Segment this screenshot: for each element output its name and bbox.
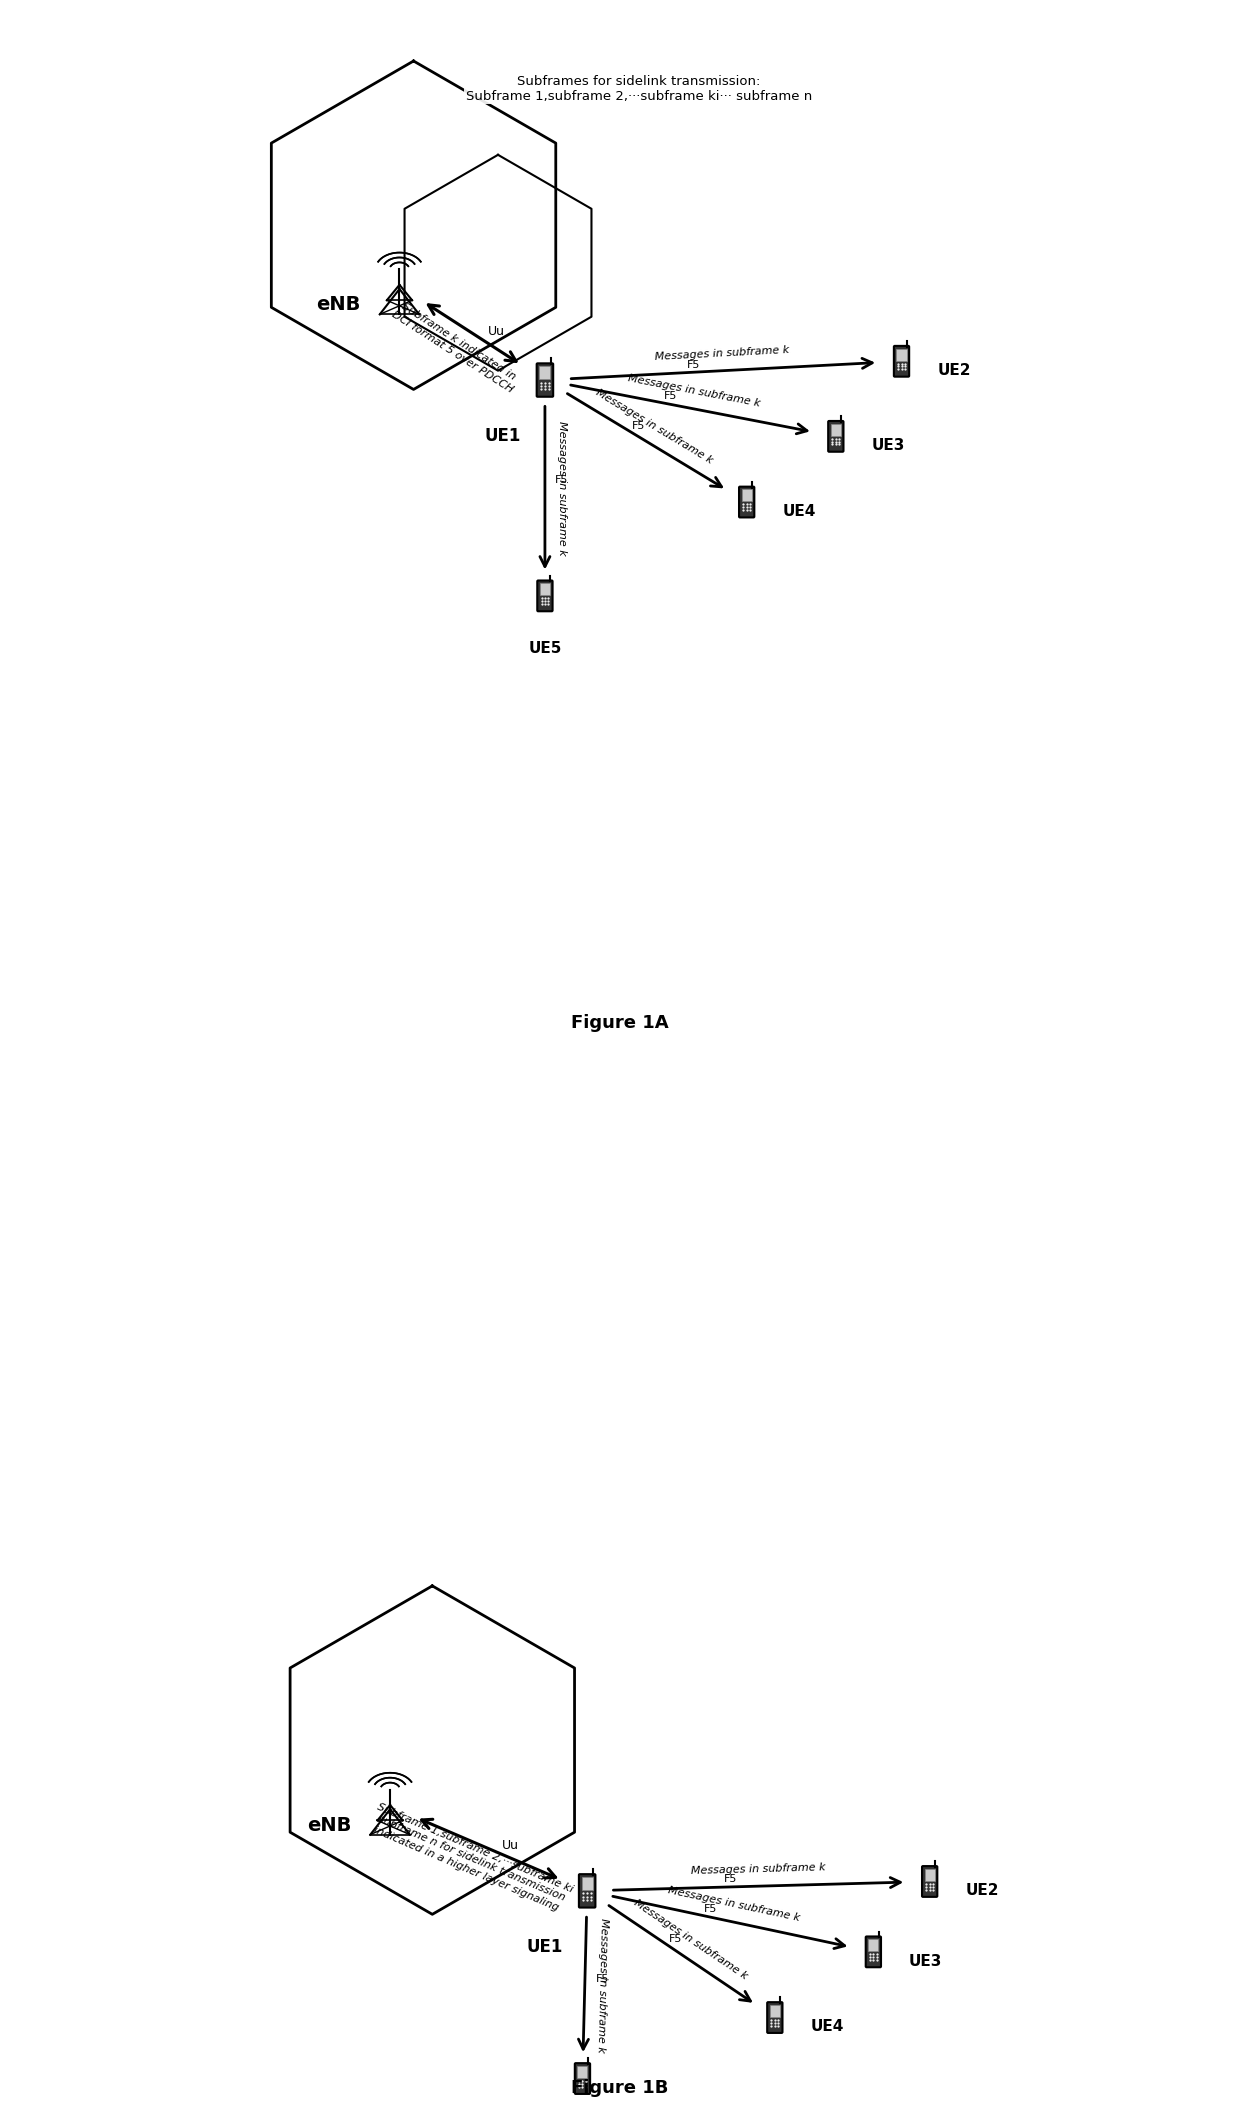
Text: Uu: Uu — [502, 1839, 518, 1852]
Text: Subframe 1,subframe 2,···subframe ki
subframe n for sidelink transmission
indica: Subframe 1,subframe 2,···subframe ki sub… — [367, 1801, 575, 1915]
Text: Subframes for sidelink transmission:
Subframe 1,subframe 2,···subframe ki··· sub: Subframes for sidelink transmission: Sub… — [466, 76, 812, 103]
Text: Messages in subframe k: Messages in subframe k — [594, 387, 715, 465]
FancyBboxPatch shape — [579, 1875, 595, 1909]
FancyBboxPatch shape — [537, 364, 553, 397]
Text: Messages in subframe k: Messages in subframe k — [626, 374, 761, 410]
Text: F5: F5 — [595, 1974, 609, 1984]
Bar — [539, 366, 551, 380]
FancyBboxPatch shape — [866, 1936, 880, 1967]
Bar — [831, 425, 841, 435]
Bar — [582, 1877, 593, 1890]
Text: Figure 1B: Figure 1B — [572, 2079, 668, 2098]
Text: UE1: UE1 — [527, 1938, 563, 1955]
Text: Messages in subframe k: Messages in subframe k — [691, 1862, 826, 1875]
FancyBboxPatch shape — [537, 580, 553, 612]
Text: UE2: UE2 — [965, 1883, 999, 1898]
Text: Messages in subframe k: Messages in subframe k — [632, 1898, 749, 1982]
Bar — [925, 1869, 935, 1881]
Text: UE5: UE5 — [528, 641, 562, 656]
Text: F5: F5 — [556, 475, 568, 486]
Text: UE3: UE3 — [909, 1953, 942, 1970]
Text: F5: F5 — [687, 359, 701, 370]
Text: F5: F5 — [704, 1904, 718, 1915]
FancyBboxPatch shape — [894, 347, 909, 376]
Text: F5: F5 — [631, 420, 645, 431]
FancyBboxPatch shape — [575, 2064, 590, 2094]
Text: eNB: eNB — [316, 296, 361, 315]
Text: UE4: UE4 — [811, 2020, 844, 2035]
Text: Messages in subframe k: Messages in subframe k — [667, 1885, 801, 1923]
Bar — [539, 582, 551, 595]
Text: UE2: UE2 — [937, 364, 971, 378]
Text: Messages in subframe k: Messages in subframe k — [655, 345, 790, 362]
Bar — [578, 2066, 588, 2079]
Bar — [868, 1940, 878, 1951]
Text: F5: F5 — [663, 391, 677, 401]
Text: Uu: Uu — [489, 326, 505, 338]
Text: Messages in subframe k: Messages in subframe k — [595, 1917, 609, 2054]
FancyBboxPatch shape — [739, 488, 754, 517]
Text: UE3: UE3 — [872, 437, 905, 454]
Text: eNB: eNB — [308, 1816, 351, 1835]
Text: UE4: UE4 — [782, 504, 816, 519]
Text: F5: F5 — [668, 1934, 682, 1944]
Bar — [897, 349, 906, 362]
Bar — [742, 490, 751, 502]
Text: UE1: UE1 — [485, 427, 521, 446]
Text: Messages in subframe k: Messages in subframe k — [557, 420, 567, 555]
Bar — [770, 2005, 780, 2018]
FancyBboxPatch shape — [828, 420, 843, 452]
FancyBboxPatch shape — [768, 2001, 782, 2033]
Text: F5: F5 — [724, 1875, 738, 1883]
FancyBboxPatch shape — [923, 1867, 937, 1896]
Text: Subframe k indicated in
DCI format 5 over PDCCH: Subframe k indicated in DCI format 5 ove… — [389, 298, 521, 395]
Text: Figure 1A: Figure 1A — [572, 1013, 668, 1032]
